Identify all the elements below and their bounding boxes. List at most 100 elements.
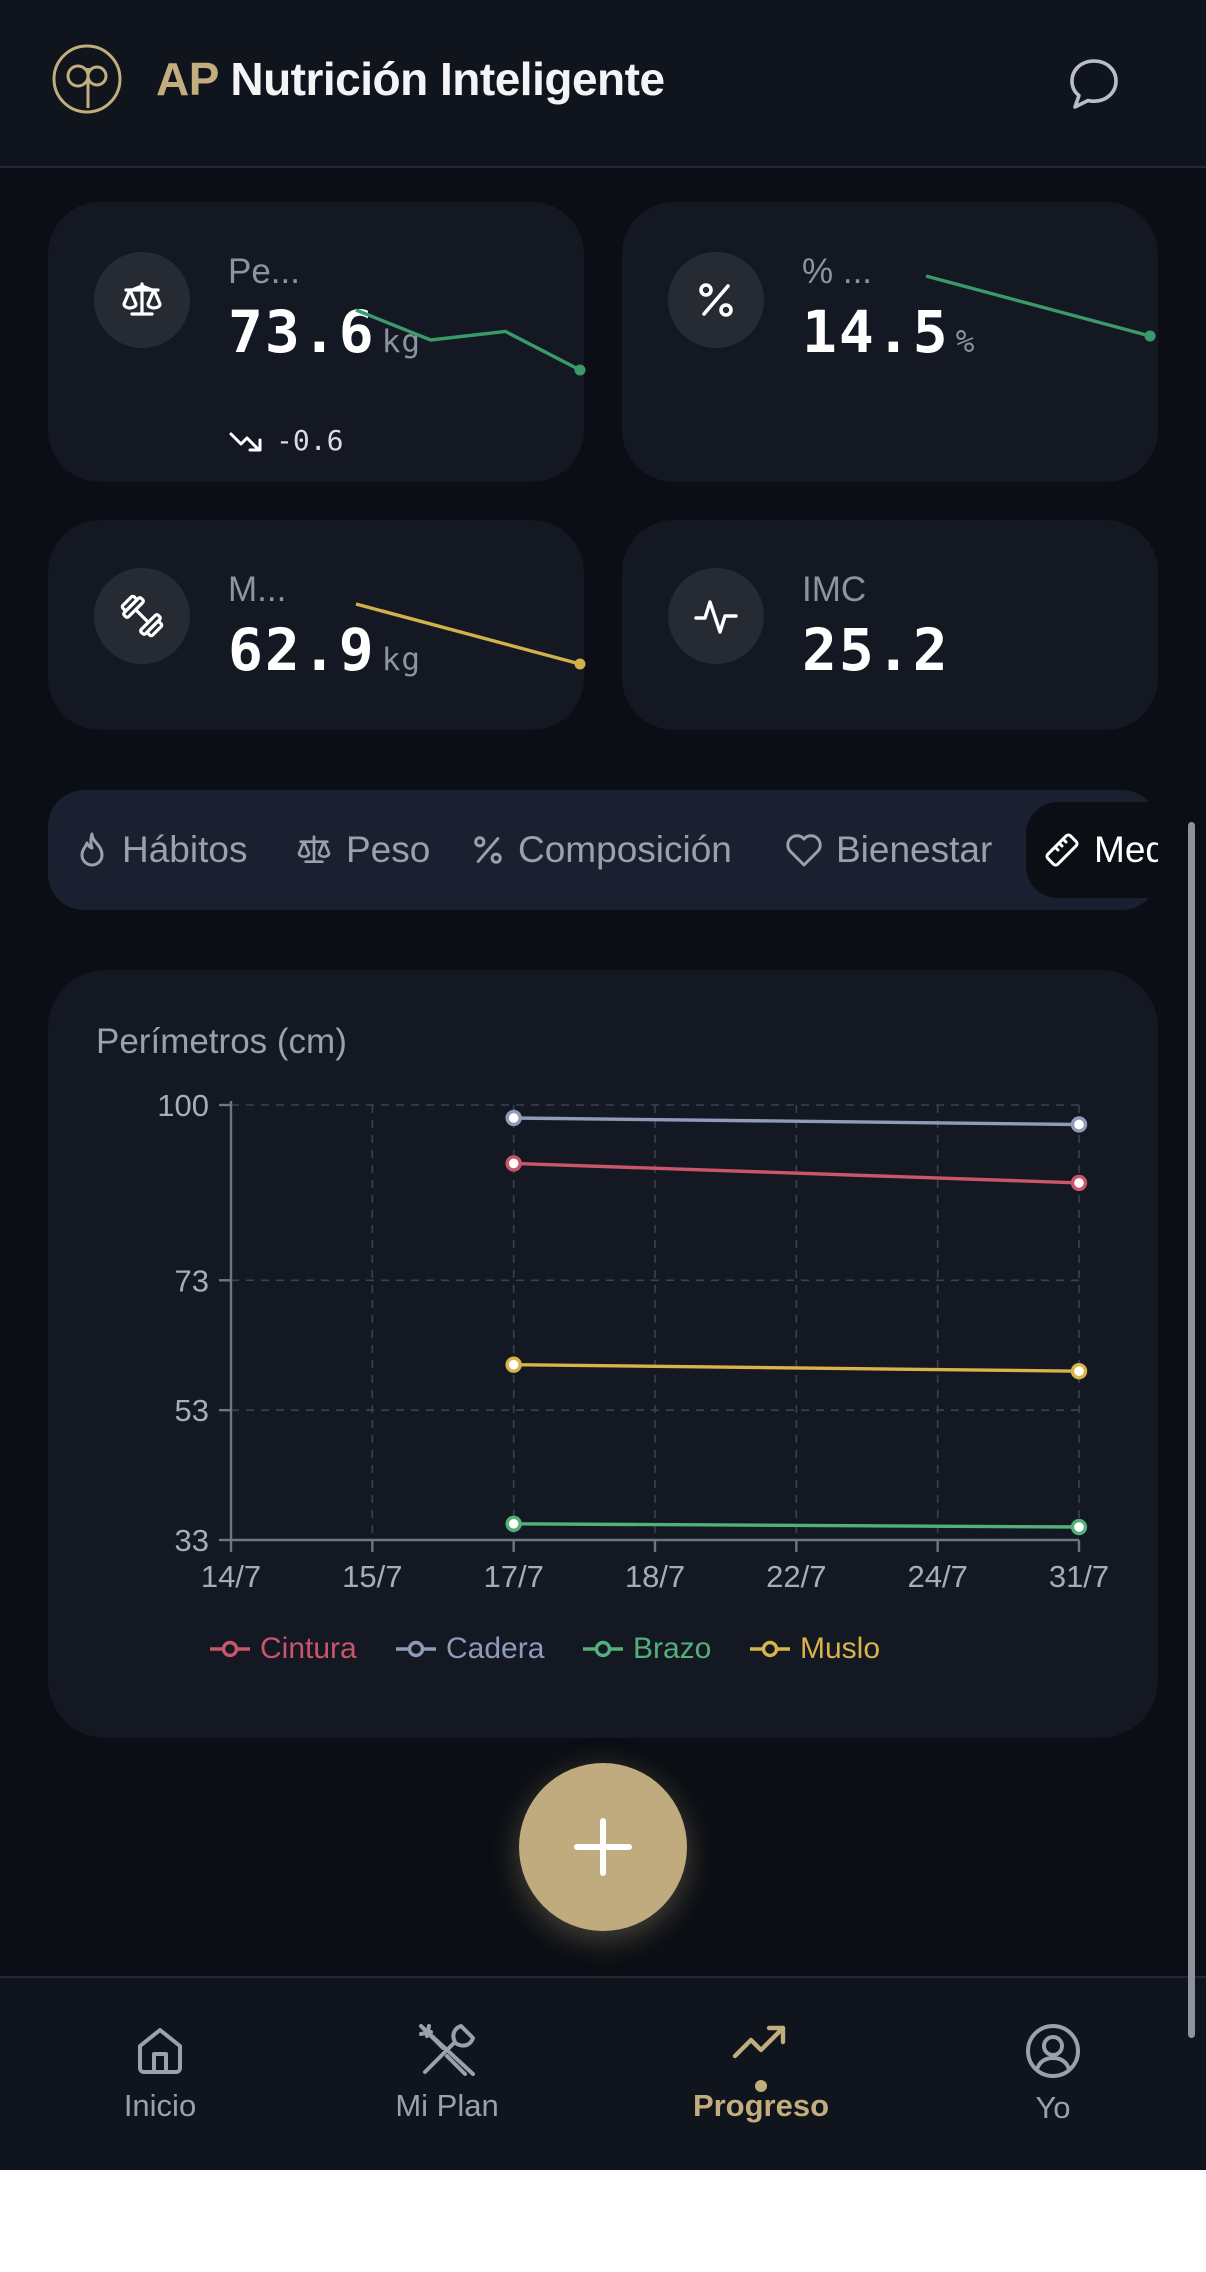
scale-icon — [297, 835, 331, 863]
data-point-muslo[interactable] — [505, 1356, 522, 1373]
nav-yo[interactable]: Yo — [953, 2022, 1153, 2126]
tab-label: Peso — [346, 829, 431, 870]
tab-peso[interactable]: Peso — [294, 790, 430, 910]
legend-swatch-icon — [750, 1640, 790, 1658]
weight-sparkline — [355, 308, 586, 376]
stat-label: Pe... — [228, 252, 300, 291]
dumbbell-icon — [94, 568, 190, 664]
stat-number: 62.9 — [228, 616, 376, 684]
legend-label: Cadera — [446, 1632, 545, 1665]
legend-swatch-icon — [396, 1640, 436, 1658]
data-point-brazo[interactable] — [505, 1515, 522, 1532]
sparkline-path — [925, 274, 1151, 338]
legend-item-muslo[interactable]: Muslo — [748, 1632, 880, 1666]
stat-value: 25.2 — [802, 616, 950, 684]
x-tick-label: 18/7 — [625, 1559, 685, 1594]
active-indicator-dot — [755, 2080, 767, 2092]
data-point-cadera[interactable] — [1070, 1116, 1088, 1133]
series-line-cintura — [513, 1161, 1080, 1185]
series-line-cadera — [513, 1116, 1080, 1127]
chat-bubble-icon[interactable] — [1066, 56, 1122, 112]
muscle-sparkline — [355, 602, 586, 670]
nav-label: Progreso — [692, 2088, 830, 2123]
tab-habitos[interactable]: Hábitos — [74, 790, 247, 910]
stat-number: 73.6 — [228, 298, 376, 366]
percent-icon — [668, 252, 764, 348]
sparkline-end-point — [574, 658, 586, 670]
chart-title: Perímetros (cm) — [96, 1022, 347, 1061]
trending-up-icon — [732, 2025, 786, 2059]
plus-icon — [574, 1818, 632, 1876]
bottom-navigation: Inicio Mi Plan Progreso Yo — [0, 1976, 1206, 2170]
stat-unit: kg — [381, 642, 422, 678]
y-tick-label: 53 — [175, 1393, 209, 1428]
stat-card-fat-percent[interactable]: % ... 14.5% — [622, 202, 1158, 482]
fat-percent-sparkline — [925, 274, 1156, 342]
stat-card-weight[interactable]: Pe... 73.6 kg -0.6 — [48, 202, 586, 482]
legend-item-cintura[interactable]: Cintura — [208, 1632, 357, 1666]
x-tick-label: 15/7 — [342, 1559, 402, 1594]
nav-label: Mi Plan — [395, 2088, 499, 2123]
x-tick-label: 22/7 — [766, 1559, 826, 1594]
stat-label: % ... — [802, 252, 873, 291]
stat-unit: kg — [381, 324, 422, 360]
nav-label: Inicio — [123, 2088, 197, 2123]
y-tick-label: 73 — [175, 1263, 209, 1298]
data-point-brazo[interactable] — [1070, 1518, 1088, 1536]
data-point-cintura[interactable] — [505, 1155, 522, 1172]
stat-card-muscle-mass[interactable]: M... 62.9 kg — [48, 520, 586, 730]
ap-monogram-logo — [52, 44, 122, 114]
y-tick-label: 100 — [157, 1088, 209, 1123]
nav-label: Yo — [1035, 2090, 1071, 2125]
pulse-icon — [668, 568, 764, 664]
nav-progreso[interactable]: Progreso — [661, 2022, 861, 2124]
stat-value: 14.5% — [802, 298, 975, 366]
sparkline-path — [355, 602, 581, 666]
x-tick-label: 24/7 — [907, 1559, 967, 1594]
stat-label: IMC — [802, 570, 867, 609]
progress-tabs: Hábitos Peso Composición Bienestar Medid… — [48, 790, 1158, 910]
app-header: AP Nutrición Inteligente — [0, 0, 1206, 168]
tab-medidas[interactable]: Medidas — [1026, 802, 1158, 898]
legend-item-brazo[interactable]: Brazo — [581, 1632, 711, 1666]
trending-down-icon — [229, 432, 262, 452]
data-point-muslo[interactable] — [1070, 1362, 1088, 1380]
nav-inicio[interactable]: Inicio — [60, 2022, 260, 2124]
home-icon — [138, 2028, 182, 2074]
tab-bienestar[interactable]: Bienestar — [784, 790, 992, 910]
tab-label: Hábitos — [122, 829, 248, 870]
stat-value: 73.6 kg — [228, 298, 421, 366]
x-tick-label: 14/7 — [201, 1559, 261, 1594]
series-line-brazo — [513, 1522, 1080, 1529]
tab-label: Medidas — [1094, 829, 1158, 870]
brand-name: Nutrición Inteligente — [230, 53, 665, 105]
flame-icon — [80, 832, 104, 867]
stat-card-bmi[interactable]: IMC 25.2 — [622, 520, 1158, 730]
series-line-muslo — [513, 1363, 1080, 1373]
add-measurement-button[interactable] — [519, 1763, 687, 1931]
tab-composicion[interactable]: Composición — [470, 790, 732, 910]
legend-item-cadera[interactable]: Cadera — [394, 1632, 544, 1666]
app-screen: AP Nutrición Inteligente Pe... 73.6 kg -0… — [0, 0, 1206, 2170]
scale-icon — [94, 252, 190, 348]
stat-unit: % — [955, 324, 976, 360]
tab-label: Bienestar — [836, 829, 993, 870]
app-title: AP Nutrición Inteligente — [156, 52, 665, 106]
heart-icon — [786, 834, 822, 867]
page-scrollbar[interactable] — [1188, 822, 1195, 2038]
sparkline-path — [355, 308, 581, 372]
sparkline-end-point — [574, 364, 586, 376]
legend-swatch-icon — [210, 1640, 250, 1658]
percent-icon — [474, 836, 502, 864]
stat-delta: -0.6 — [276, 424, 344, 457]
data-point-cintura[interactable] — [1070, 1174, 1088, 1192]
legend-label: Brazo — [633, 1632, 712, 1665]
tab-label: Composición — [518, 829, 732, 870]
measurements-chart-card: Perímetros (cm) 100 73 53 33 14/7 15/7 17/7 18/… — [48, 970, 1158, 1738]
user-circle-icon — [1026, 2024, 1080, 2078]
x-tick-label: 31/7 — [1049, 1559, 1109, 1594]
data-point-cadera[interactable] — [505, 1109, 522, 1127]
nav-mi-plan[interactable]: Mi Plan — [347, 2022, 547, 2124]
stat-number: 14.5 — [802, 298, 950, 366]
